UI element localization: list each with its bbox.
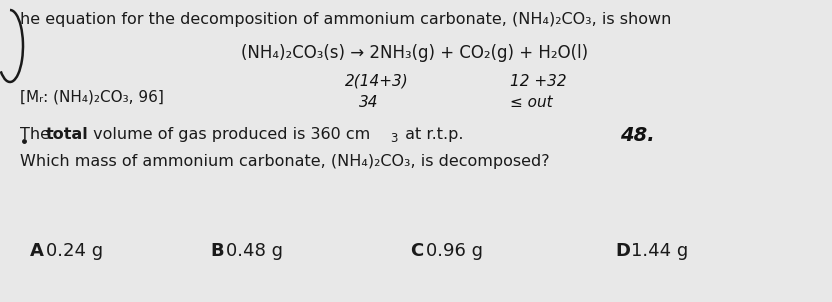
Text: 0.96 g: 0.96 g (426, 242, 483, 260)
Text: 0.24 g: 0.24 g (46, 242, 103, 260)
Text: 3: 3 (390, 132, 398, 145)
Text: 12 +32: 12 +32 (510, 74, 567, 89)
Text: D: D (615, 242, 630, 260)
Text: C: C (410, 242, 423, 260)
Text: 2(14+3): 2(14+3) (345, 74, 409, 89)
Text: at r.t.p.: at r.t.p. (400, 127, 463, 142)
Text: B: B (210, 242, 224, 260)
Text: volume of gas produced is 360 cm: volume of gas produced is 360 cm (88, 127, 370, 142)
Text: ≤ out: ≤ out (510, 95, 552, 110)
Text: (NH₄)₂CO₃(s) → 2NH₃(g) + CO₂(g) + H₂O(l): (NH₄)₂CO₃(s) → 2NH₃(g) + CO₂(g) + H₂O(l) (241, 44, 588, 62)
Text: The: The (20, 127, 55, 142)
Text: Which mass of ammonium carbonate, (NH₄)₂CO₃, is decomposed?: Which mass of ammonium carbonate, (NH₄)₂… (20, 154, 550, 169)
Text: he equation for the decomposition of ammonium carbonate, (NH₄)₂CO₃, is shown: he equation for the decomposition of amm… (20, 12, 671, 27)
Text: 1.44 g: 1.44 g (631, 242, 688, 260)
Text: 48.: 48. (620, 126, 655, 145)
Text: [Mᵣ: (NH₄)₂CO₃, 96]: [Mᵣ: (NH₄)₂CO₃, 96] (20, 89, 164, 104)
Text: A: A (30, 242, 44, 260)
Text: 0.48 g: 0.48 g (226, 242, 283, 260)
Text: 34: 34 (359, 95, 379, 110)
Text: total: total (46, 127, 89, 142)
